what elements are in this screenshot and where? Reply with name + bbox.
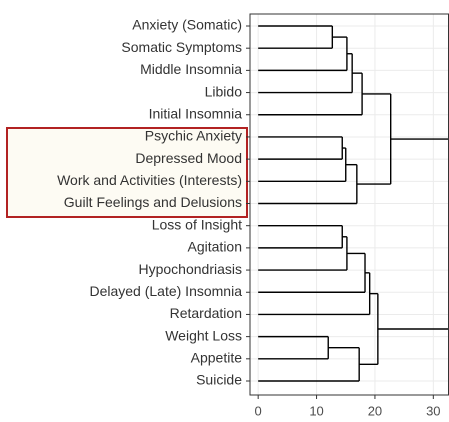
labels: Anxiety (Somatic) Somatic Symptoms Middle … xyxy=(57,17,250,388)
leaf-label: Retardation xyxy=(170,305,242,321)
leaf-label: Appetite xyxy=(191,350,243,366)
panel xyxy=(250,14,449,395)
leaf-label: Middle Insomnia xyxy=(140,61,242,77)
leaf-label: Loss of Insight xyxy=(152,216,242,232)
leaf-label: Somatic Symptoms xyxy=(121,39,242,55)
x-tick-label: 0 xyxy=(255,403,262,418)
x-tick-label: 30 xyxy=(426,403,440,418)
leaf-label: Suicide xyxy=(196,372,242,388)
leaf-label: Delayed (Late) Insomnia xyxy=(89,283,242,299)
highlight-box xyxy=(6,127,248,218)
leaf-label: Agitation xyxy=(188,239,242,255)
leaf-label: Psychic Anxiety xyxy=(145,128,242,144)
leaf-label: Initial Insomnia xyxy=(149,105,243,121)
x-tick-label: 10 xyxy=(309,403,323,418)
leaf-label: Anxiety (Somatic) xyxy=(132,17,242,33)
dendrogram xyxy=(258,25,449,382)
leaf-label: Weight Loss xyxy=(165,327,242,343)
leaf-label: Libido xyxy=(205,83,243,99)
leaf-label: Hypochondriasis xyxy=(139,261,243,277)
leaf-label: Guilt Feelings and Delusions xyxy=(64,194,242,210)
leaf-label: Work and Activities (Interests) xyxy=(57,172,242,188)
x-tick-label: 20 xyxy=(368,403,382,418)
leaf-label: Depressed Mood xyxy=(135,150,242,166)
